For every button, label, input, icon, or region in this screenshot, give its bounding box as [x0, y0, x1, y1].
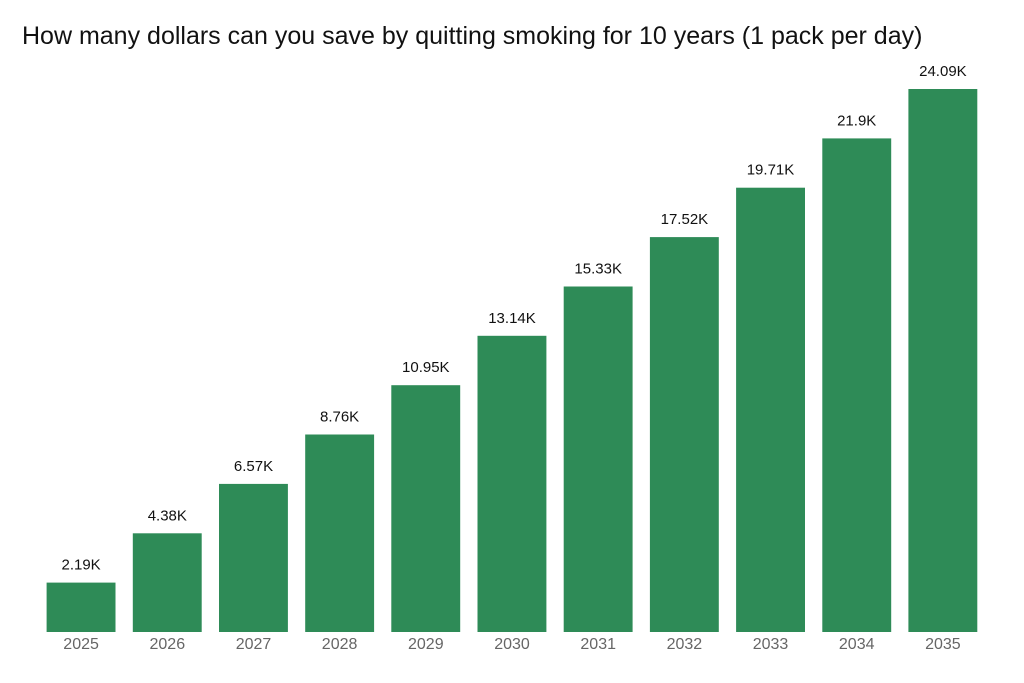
bar-2032 [649, 237, 719, 632]
bars-layer [46, 89, 978, 632]
data-label-2027: 6.57K [234, 458, 273, 475]
x-tick-2031: 2031 [580, 636, 616, 653]
x-tick-2035: 2035 [925, 636, 961, 653]
x-tick-2033: 2033 [753, 636, 789, 653]
data-label-2029: 10.95K [402, 359, 450, 376]
data-label-2033: 19.71K [747, 162, 795, 179]
data-labels-layer: 2.19K 4.38K 6.57K 8.76K 10.95K 13.14K 15.33K 17… [61, 63, 966, 574]
data-label-2032: 17.52K [661, 211, 709, 228]
x-axis-ticks-layer: 2025 2026 2027 2028 2029 2030 2031 2032 2033 2034… [63, 636, 960, 653]
bar-2025 [46, 582, 116, 632]
bar-2027 [219, 483, 288, 632]
x-tick-2030: 2030 [494, 636, 530, 653]
bar-2033 [736, 187, 805, 632]
bar-2035 [908, 89, 978, 632]
data-label-2034: 21.9K [837, 112, 876, 129]
data-label-2028: 8.76K [320, 409, 359, 426]
data-label-2026: 4.38K [148, 507, 187, 524]
x-tick-2027: 2027 [236, 636, 272, 653]
bar-2029 [391, 385, 461, 632]
data-label-2025: 2.19K [61, 557, 100, 574]
chart-title: How many dollars can you save by quittin… [22, 22, 923, 50]
x-tick-2028: 2028 [322, 636, 358, 653]
x-tick-2029: 2029 [408, 636, 444, 653]
bar-2034 [822, 138, 892, 632]
x-tick-2032: 2032 [667, 636, 703, 653]
bar-2030 [477, 335, 547, 632]
data-label-2035: 24.09K [919, 63, 967, 80]
x-tick-2026: 2026 [150, 636, 186, 653]
x-tick-2025: 2025 [63, 636, 99, 653]
x-tick-2034: 2034 [839, 636, 875, 653]
bar-2031 [563, 286, 633, 632]
bar-2026 [132, 533, 202, 632]
bar-2028 [305, 434, 375, 632]
data-label-2031: 15.33K [574, 261, 622, 278]
data-label-2030: 13.14K [488, 310, 536, 327]
